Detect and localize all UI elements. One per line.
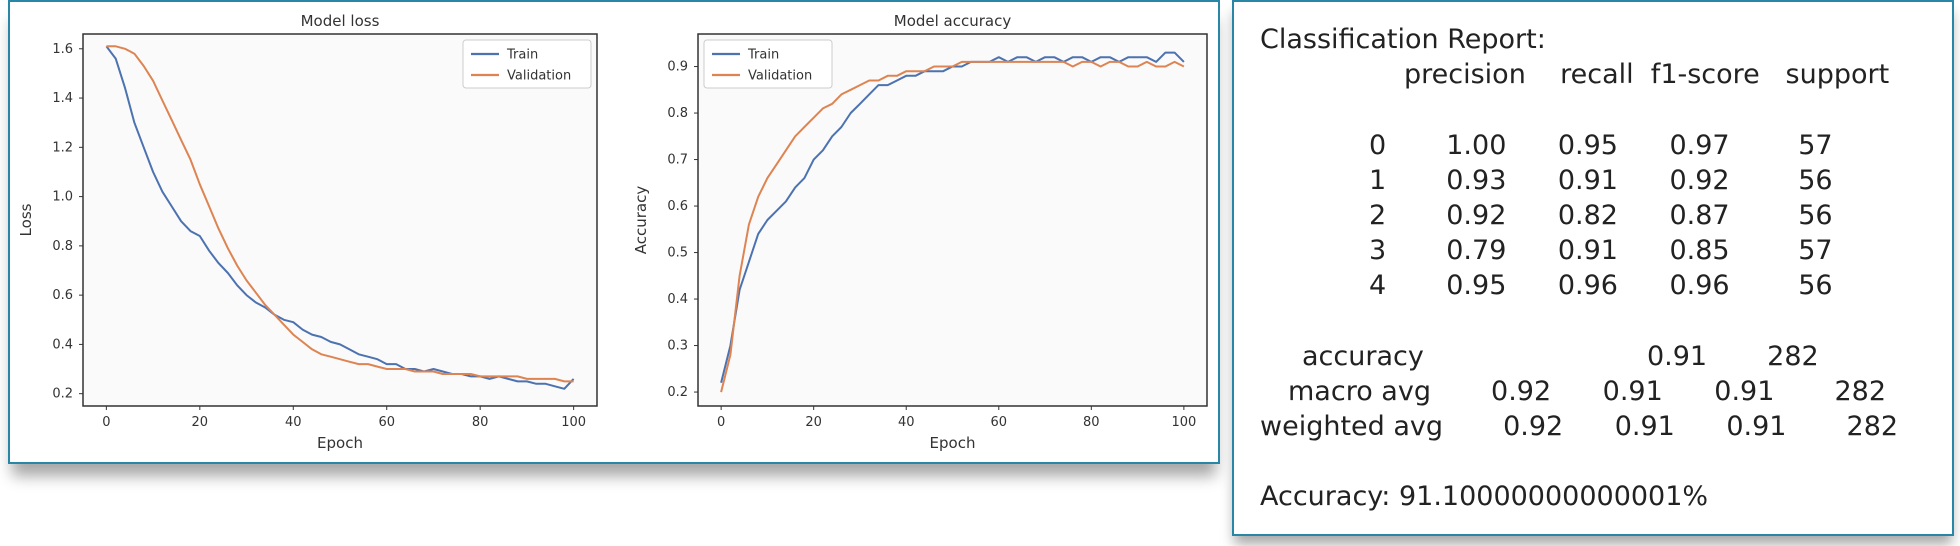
- report-row-1: 1 0.93 0.91 0.92 56: [1369, 165, 1833, 196]
- chart-1-ytick-label: 1.4: [52, 91, 73, 106]
- chart-2-ytick-label: 0.6: [667, 199, 688, 214]
- report-accuracy-row: accuracy 0.91 282: [1302, 341, 1819, 372]
- chart-1-xtick-label: 60: [378, 415, 395, 430]
- chart-1-ytick-label: 0.6: [52, 288, 73, 303]
- report-header-row: precision recall f1-score support: [1404, 59, 1890, 90]
- chart-2-xtick-label: 100: [1171, 415, 1196, 430]
- chart-2-legend-label-validation: Validation: [748, 69, 812, 84]
- report-weighted-avg-row: weighted avg 0.92 0.91 0.91 282: [1260, 411, 1899, 442]
- chart-1-ylabel: Loss: [17, 203, 35, 236]
- chart-2-ytick-label: 0.5: [667, 246, 688, 261]
- report-row-4: 4 0.95 0.96 0.96 56: [1369, 270, 1833, 301]
- chart-1-legend-label-train: Train: [506, 48, 538, 63]
- charts-svg: Model loss Epoch Loss 0 20 40 60 80 100 0.2 0.4 0.6…: [17, 12, 1208, 452]
- chart-2-ytick-label: 0.8: [667, 106, 688, 121]
- chart-1-plot-area: [82, 33, 598, 407]
- chart-1-xlabel: Epoch: [317, 434, 363, 452]
- charts-panel: Model loss Epoch Loss 0 20 40 60 80 100 0.2 0.4 0.6…: [8, 0, 1220, 464]
- report-row-2: 2 0.92 0.82 0.87 56: [1369, 200, 1833, 231]
- chart-2-ytick-label: 0.4: [667, 292, 688, 307]
- chart-1-ytick-label: 1.2: [52, 140, 73, 155]
- chart-1-xtick-label: 100: [561, 415, 586, 430]
- chart-2-ytick-label: 0.9: [667, 60, 688, 75]
- chart-2-xtick-label: 80: [1083, 415, 1100, 430]
- chart-1-title: Model loss: [301, 12, 380, 30]
- chart-2-xtick-label: 20: [805, 415, 822, 430]
- chart-2-plot-area: [697, 33, 1208, 407]
- chart-1-series-validation-line: [106, 45, 574, 383]
- chart-1-ytick-label: 0.4: [52, 337, 73, 352]
- chart-2-ytick-label: 0.2: [667, 385, 688, 400]
- chart-1-legend-label-validation: Validation: [507, 69, 571, 84]
- chart-2-ytick-label: 0.3: [667, 339, 688, 354]
- chart-1-ytick-label: 0.8: [52, 239, 73, 254]
- report-row-3: 3 0.79 0.91 0.85 57: [1369, 235, 1833, 266]
- chart-2-ytick-label: 0.7: [667, 153, 688, 168]
- classification-report-panel: Classification Report: precision recall …: [1232, 0, 1954, 536]
- chart-1-ytick-label: 1.0: [52, 190, 73, 205]
- chart-2-xtick-label: 40: [898, 415, 915, 430]
- chart-2-ylabel: Accuracy: [632, 186, 650, 255]
- chart-1-ytick-label: 1.6: [52, 42, 73, 57]
- chart-2-xlabel: Epoch: [930, 434, 976, 452]
- chart-2-legend-label-train: Train: [747, 48, 779, 63]
- report-heading: Classification Report:: [1260, 24, 1546, 55]
- chart-1-xtick-label: 80: [472, 415, 489, 430]
- chart-2-xtick-label: 0: [717, 415, 725, 430]
- chart-1-xtick-label: 0: [102, 415, 110, 430]
- report-macro-avg-row: macro avg 0.92 0.91 0.91 282: [1288, 376, 1886, 407]
- chart-1-ytick-label: 0.2: [52, 387, 73, 402]
- report-row-0: 0 1.00 0.95 0.97 57: [1369, 130, 1833, 161]
- chart-2-xtick-label: 60: [990, 415, 1007, 430]
- chart-1-xtick-label: 20: [192, 415, 209, 430]
- final-accuracy-text: Accuracy: 91.10000000000001%: [1260, 481, 1709, 512]
- chart-2-series-validation-line: [720, 60, 1185, 393]
- chart-2-title: Model accuracy: [894, 12, 1012, 30]
- chart-1-xtick-label: 40: [285, 415, 302, 430]
